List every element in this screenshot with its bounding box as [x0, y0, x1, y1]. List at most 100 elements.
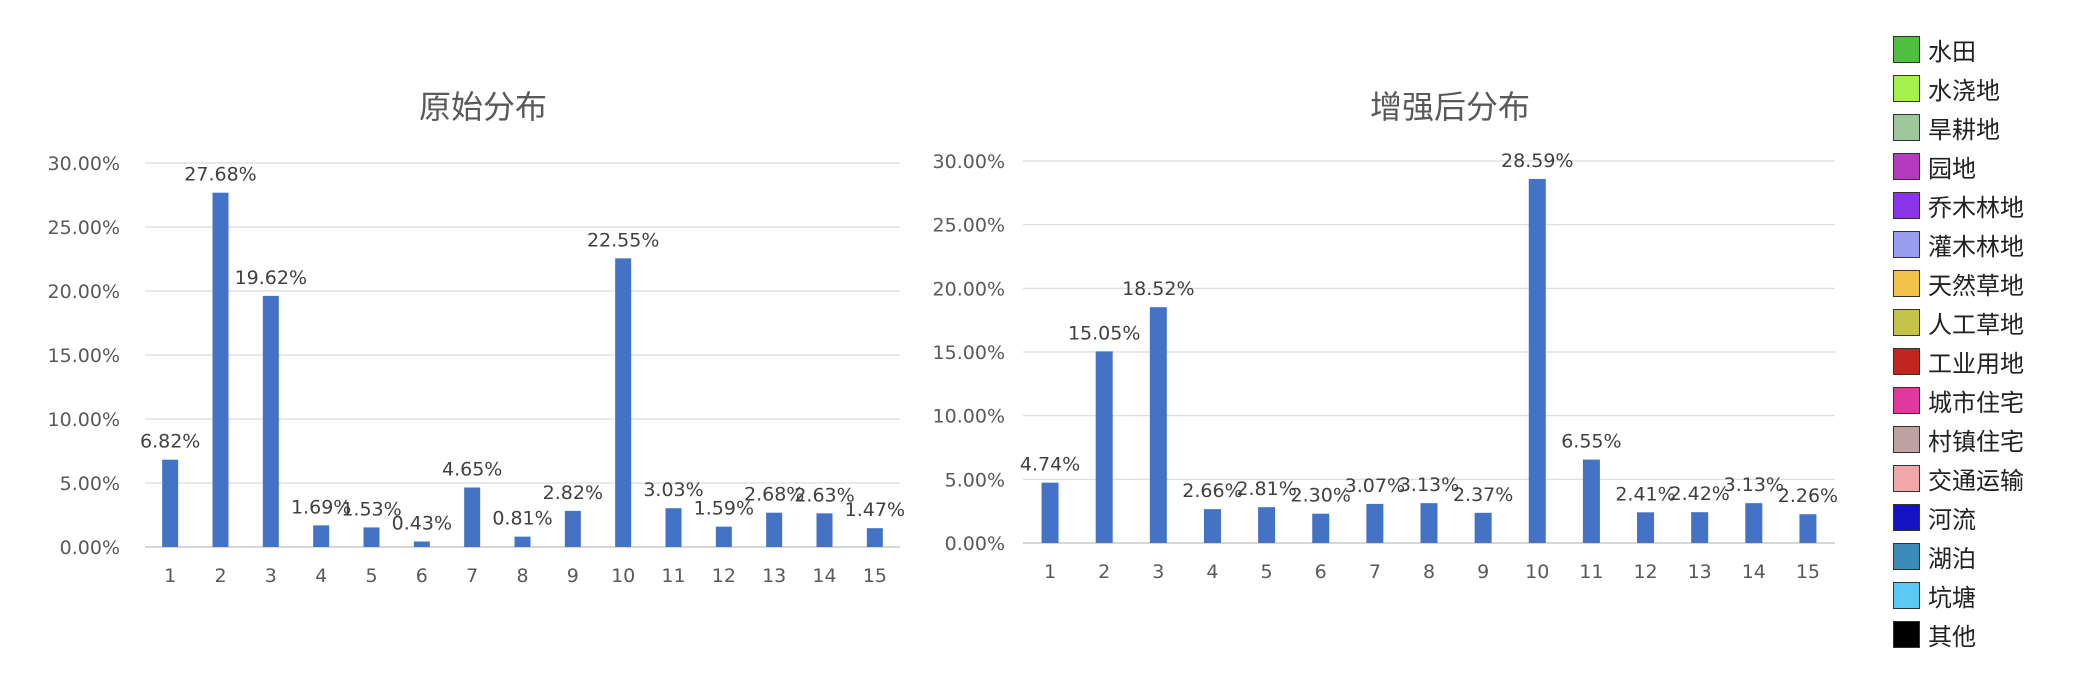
x-tick-label: 9 — [567, 565, 579, 587]
x-tick-label: 13 — [762, 565, 786, 587]
x-tick-label: 6 — [1315, 561, 1327, 583]
bar — [615, 258, 632, 547]
x-tick-label: 1 — [164, 565, 176, 587]
legend-label: 工业用地 — [1928, 350, 2024, 378]
y-tick-label: 15.00% — [933, 342, 1005, 364]
bar — [212, 192, 229, 548]
data-label: 3.13% — [1399, 474, 1459, 496]
legend-swatch — [1893, 621, 1920, 648]
bar — [866, 528, 883, 547]
data-label: 2.30% — [1291, 485, 1351, 507]
legend-label: 人工草地 — [1928, 311, 2024, 339]
legend-item: 交通运输 — [1893, 459, 2024, 498]
x-tick-label: 7 — [1369, 561, 1381, 583]
legend-swatch — [1893, 309, 1920, 336]
chart-2: 增强后分布 0.00% 5.00% 10.00% 15.00% 20.00% 25.00% 3… — [933, 88, 1839, 583]
legend-item: 城市住宅 — [1893, 381, 2024, 420]
data-label: 2.82% — [543, 482, 603, 504]
legend-item: 园地 — [1893, 147, 2024, 186]
bar — [1799, 514, 1817, 543]
data-label: 2.41% — [1615, 483, 1675, 505]
legend-item: 其他 — [1893, 615, 2024, 654]
data-label: 2.63% — [794, 484, 854, 506]
data-label: 2.68% — [744, 484, 804, 506]
legend-item: 旱耕地 — [1893, 108, 2024, 147]
legend-swatch — [1893, 153, 1920, 180]
bar — [1528, 178, 1546, 544]
x-tick-label: 13 — [1688, 561, 1712, 583]
bar — [665, 508, 682, 547]
data-label: 15.05% — [1068, 322, 1140, 344]
legend-item: 水田 — [1893, 30, 2024, 69]
bar — [715, 526, 732, 547]
data-label: 2.37% — [1453, 484, 1513, 506]
x-tick-label: 2 — [214, 565, 226, 587]
x-tick-label: 3 — [1152, 561, 1164, 583]
data-label: 18.52% — [1122, 278, 1194, 300]
legend-item: 水浇地 — [1893, 69, 2024, 108]
x-tick-label: 15 — [863, 565, 887, 587]
legend-item: 村镇住宅 — [1893, 420, 2024, 459]
x-tick-label: 10 — [611, 565, 635, 587]
data-label: 4.74% — [1020, 454, 1080, 476]
y-tick-label: 20.00% — [933, 278, 1005, 300]
legend-label: 村镇住宅 — [1928, 428, 2024, 456]
bar — [1637, 512, 1655, 543]
y-tick-label: 15.00% — [48, 345, 120, 367]
data-label: 1.47% — [845, 499, 905, 521]
y-tick-label: 10.00% — [933, 406, 1005, 428]
legend-swatch — [1893, 114, 1920, 141]
legend-label: 其他 — [1928, 623, 1976, 651]
x-tick-label: 9 — [1477, 561, 1489, 583]
data-label: 1.69% — [291, 496, 351, 518]
bar — [1582, 459, 1600, 543]
x-tick-label: 4 — [315, 565, 327, 587]
legend-swatch — [1893, 465, 1920, 492]
legend-label: 乔木林地 — [1928, 194, 2024, 222]
legend-swatch — [1893, 426, 1920, 453]
legend-label: 天然草地 — [1928, 272, 2024, 300]
data-label: 2.81% — [1236, 478, 1296, 500]
y-tick-label: 30.00% — [933, 151, 1005, 173]
bar — [413, 541, 430, 547]
chart-1: 原始分布0.00%5.00%10.00%15.00%20.00%25.00%30… — [48, 88, 905, 587]
data-label: 19.62% — [235, 267, 307, 289]
y-tick-label: 0.00% — [945, 533, 1005, 555]
x-tick-label: 14 — [812, 565, 836, 587]
y-tick-label: 5.00% — [60, 473, 120, 495]
legend-item: 湖泊 — [1893, 537, 2024, 576]
legend-label: 坑塘 — [1928, 584, 1976, 612]
bar — [363, 527, 380, 547]
y-tick-label: 30.00% — [48, 153, 120, 175]
legend-swatch — [1893, 348, 1920, 375]
y-tick-label: 10.00% — [48, 409, 120, 431]
y-tick-label: 0.00% — [60, 537, 120, 559]
legend-item: 人工草地 — [1893, 303, 2024, 342]
bar — [1366, 503, 1384, 543]
legend-label: 灌木林地 — [1928, 233, 2024, 261]
x-tick-label: 4 — [1206, 561, 1218, 583]
legend-swatch — [1893, 270, 1920, 297]
legend-label: 水田 — [1928, 38, 1976, 66]
bar — [1745, 503, 1763, 543]
data-label: 4.65% — [442, 458, 502, 480]
bar — [1691, 512, 1709, 543]
bar — [1041, 482, 1059, 543]
bar — [162, 459, 179, 547]
data-label: 6.55% — [1561, 431, 1621, 453]
x-tick-label: 6 — [416, 565, 428, 587]
data-label: 27.68% — [184, 164, 256, 186]
data-label: 0.43% — [392, 512, 452, 534]
bar — [464, 487, 481, 547]
legend-item: 灌木林地 — [1893, 225, 2024, 264]
bar — [1474, 512, 1492, 543]
legend-item: 乔木林地 — [1893, 186, 2024, 225]
x-tick-label: 11 — [1579, 561, 1603, 583]
data-label: 2.42% — [1669, 483, 1729, 505]
x-tick-label: 5 — [1261, 561, 1273, 583]
data-label: 6.82% — [140, 431, 200, 453]
bar — [1258, 507, 1276, 543]
y-tick-label: 5.00% — [945, 469, 1005, 491]
bar — [1095, 351, 1113, 543]
